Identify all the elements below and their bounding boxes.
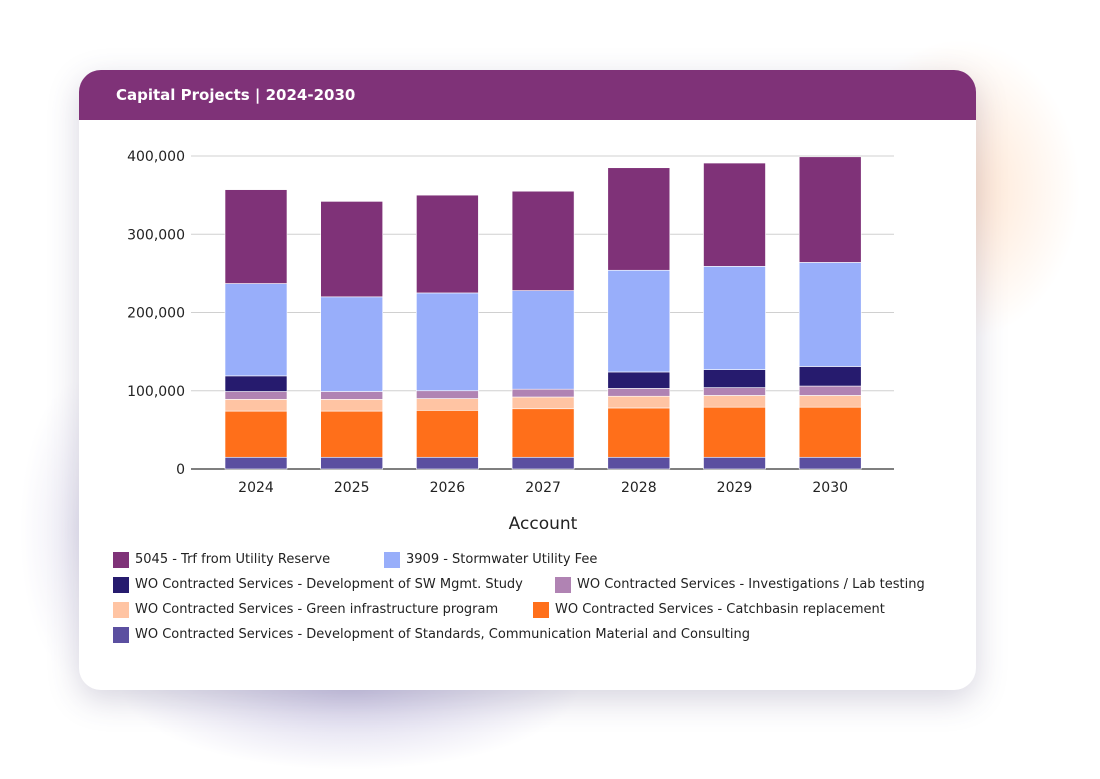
- bar-segment: [416, 194, 479, 294]
- legend-row: WO Contracted Services - Development of …: [113, 572, 963, 597]
- bar-segment: [798, 262, 862, 367]
- legend-label: 3909 - Stormwater Utility Fee: [406, 552, 598, 567]
- bar-segment: [320, 391, 383, 400]
- x-tick-label: 2024: [238, 480, 274, 496]
- legend-row: 5045 - Trf from Utility Reserve 3909 - St…: [113, 547, 963, 572]
- bar-segment: [703, 456, 766, 470]
- bar-segment: [224, 283, 288, 377]
- legend-row: WO Contracted Services - Development of …: [113, 622, 963, 647]
- legend-item: WO Contracted Services - Investigations …: [555, 576, 925, 593]
- bar-segment: [224, 456, 288, 470]
- card-title: Capital Projects | 2024-2030: [116, 86, 356, 104]
- bar-segment: [511, 290, 575, 390]
- card-header: Capital Projects | 2024-2030: [79, 70, 976, 120]
- stacked-bar-chart: 0 100,000 200,000 300,000 400,000 2024 2025 202…: [127, 149, 894, 534]
- chart-card: Capital Projects | 2024-2030 0 100,000 200…: [79, 70, 976, 690]
- bar-segment: [607, 395, 671, 409]
- bar-segment: [416, 410, 479, 458]
- legend-swatch: [555, 576, 571, 593]
- chart-legend: 5045 - Trf from Utility Reserve 3909 - St…: [113, 547, 963, 647]
- legend-swatch: [113, 601, 129, 618]
- bar-segment: [416, 390, 479, 399]
- bar-segment: [607, 371, 671, 389]
- x-tick-label: 2027: [525, 480, 561, 496]
- y-tick-label: 100,000: [127, 384, 185, 400]
- legend-item: WO Contracted Services - Development of …: [113, 576, 555, 593]
- x-tick-label: 2026: [430, 480, 466, 496]
- legend-label: WO Contracted Services - Development of …: [135, 627, 751, 642]
- bar-segment: [416, 398, 479, 411]
- bar-segment: [798, 366, 862, 387]
- bar-segment: [416, 456, 479, 470]
- bar-segment: [798, 385, 862, 396]
- bar-segment: [607, 167, 671, 271]
- bar-segment: [511, 408, 575, 458]
- legend-item: 3909 - Stormwater Utility Fee: [384, 551, 598, 568]
- bar-segment: [320, 399, 383, 412]
- y-tick-label: 0: [176, 462, 185, 478]
- legend-item: WO Contracted Services - Catchbasin repl…: [533, 601, 885, 618]
- bar-segment: [798, 395, 862, 408]
- bar-segment: [607, 456, 671, 470]
- bar-segment: [511, 388, 575, 398]
- bar-segment: [511, 456, 575, 470]
- legend-label: WO Contracted Services - Green infrastru…: [135, 602, 499, 617]
- legend-item: WO Contracted Services - Green infrastru…: [113, 601, 533, 618]
- bar-segment: [320, 456, 383, 470]
- bar-segment: [320, 410, 383, 458]
- bar-segment: [224, 189, 288, 284]
- x-axis-title: Account: [509, 514, 578, 534]
- bar-segment: [798, 456, 862, 470]
- legend-swatch: [384, 551, 400, 568]
- bar-segment: [224, 375, 288, 392]
- bar-segment: [703, 266, 766, 370]
- x-tick-label: 2028: [621, 480, 657, 496]
- y-tick-label: 300,000: [127, 227, 185, 243]
- bar-segment: [511, 190, 575, 291]
- legend-swatch: [533, 601, 549, 618]
- bar-segment: [703, 395, 766, 408]
- x-tick-label: 2025: [334, 480, 370, 496]
- legend-item: WO Contracted Services - Development of …: [113, 626, 751, 643]
- bar-segment: [703, 406, 766, 458]
- bar-segment: [511, 396, 575, 410]
- legend-row: WO Contracted Services - Green infrastru…: [113, 597, 963, 622]
- y-tick-label: 200,000: [127, 306, 185, 322]
- bar-segment: [798, 406, 862, 458]
- bar-segment: [607, 407, 671, 458]
- legend-swatch: [113, 551, 129, 568]
- bar-segment: [224, 391, 288, 400]
- y-tick-label: 400,000: [127, 149, 185, 165]
- legend-swatch: [113, 626, 129, 643]
- bar-segment: [416, 292, 479, 392]
- bar-segment: [703, 162, 766, 267]
- x-tick-label: 2030: [812, 480, 848, 496]
- bar-segment: [320, 296, 383, 392]
- bar-segment: [607, 388, 671, 397]
- bar-segment: [798, 156, 862, 263]
- bar-segment: [224, 399, 288, 412]
- legend-label: 5045 - Trf from Utility Reserve: [135, 552, 331, 567]
- bar-segment: [320, 201, 383, 298]
- legend-label: WO Contracted Services - Development of …: [135, 577, 523, 592]
- x-tick-label: 2029: [717, 480, 753, 496]
- bar-segment: [703, 387, 766, 396]
- legend-swatch: [113, 576, 129, 593]
- legend-label: WO Contracted Services - Investigations …: [577, 577, 925, 592]
- legend-label: WO Contracted Services - Catchbasin repl…: [555, 602, 885, 617]
- bar-segment: [703, 369, 766, 388]
- bar-segment: [224, 410, 288, 458]
- bar-segment: [607, 269, 671, 373]
- legend-item: 5045 - Trf from Utility Reserve: [113, 551, 384, 568]
